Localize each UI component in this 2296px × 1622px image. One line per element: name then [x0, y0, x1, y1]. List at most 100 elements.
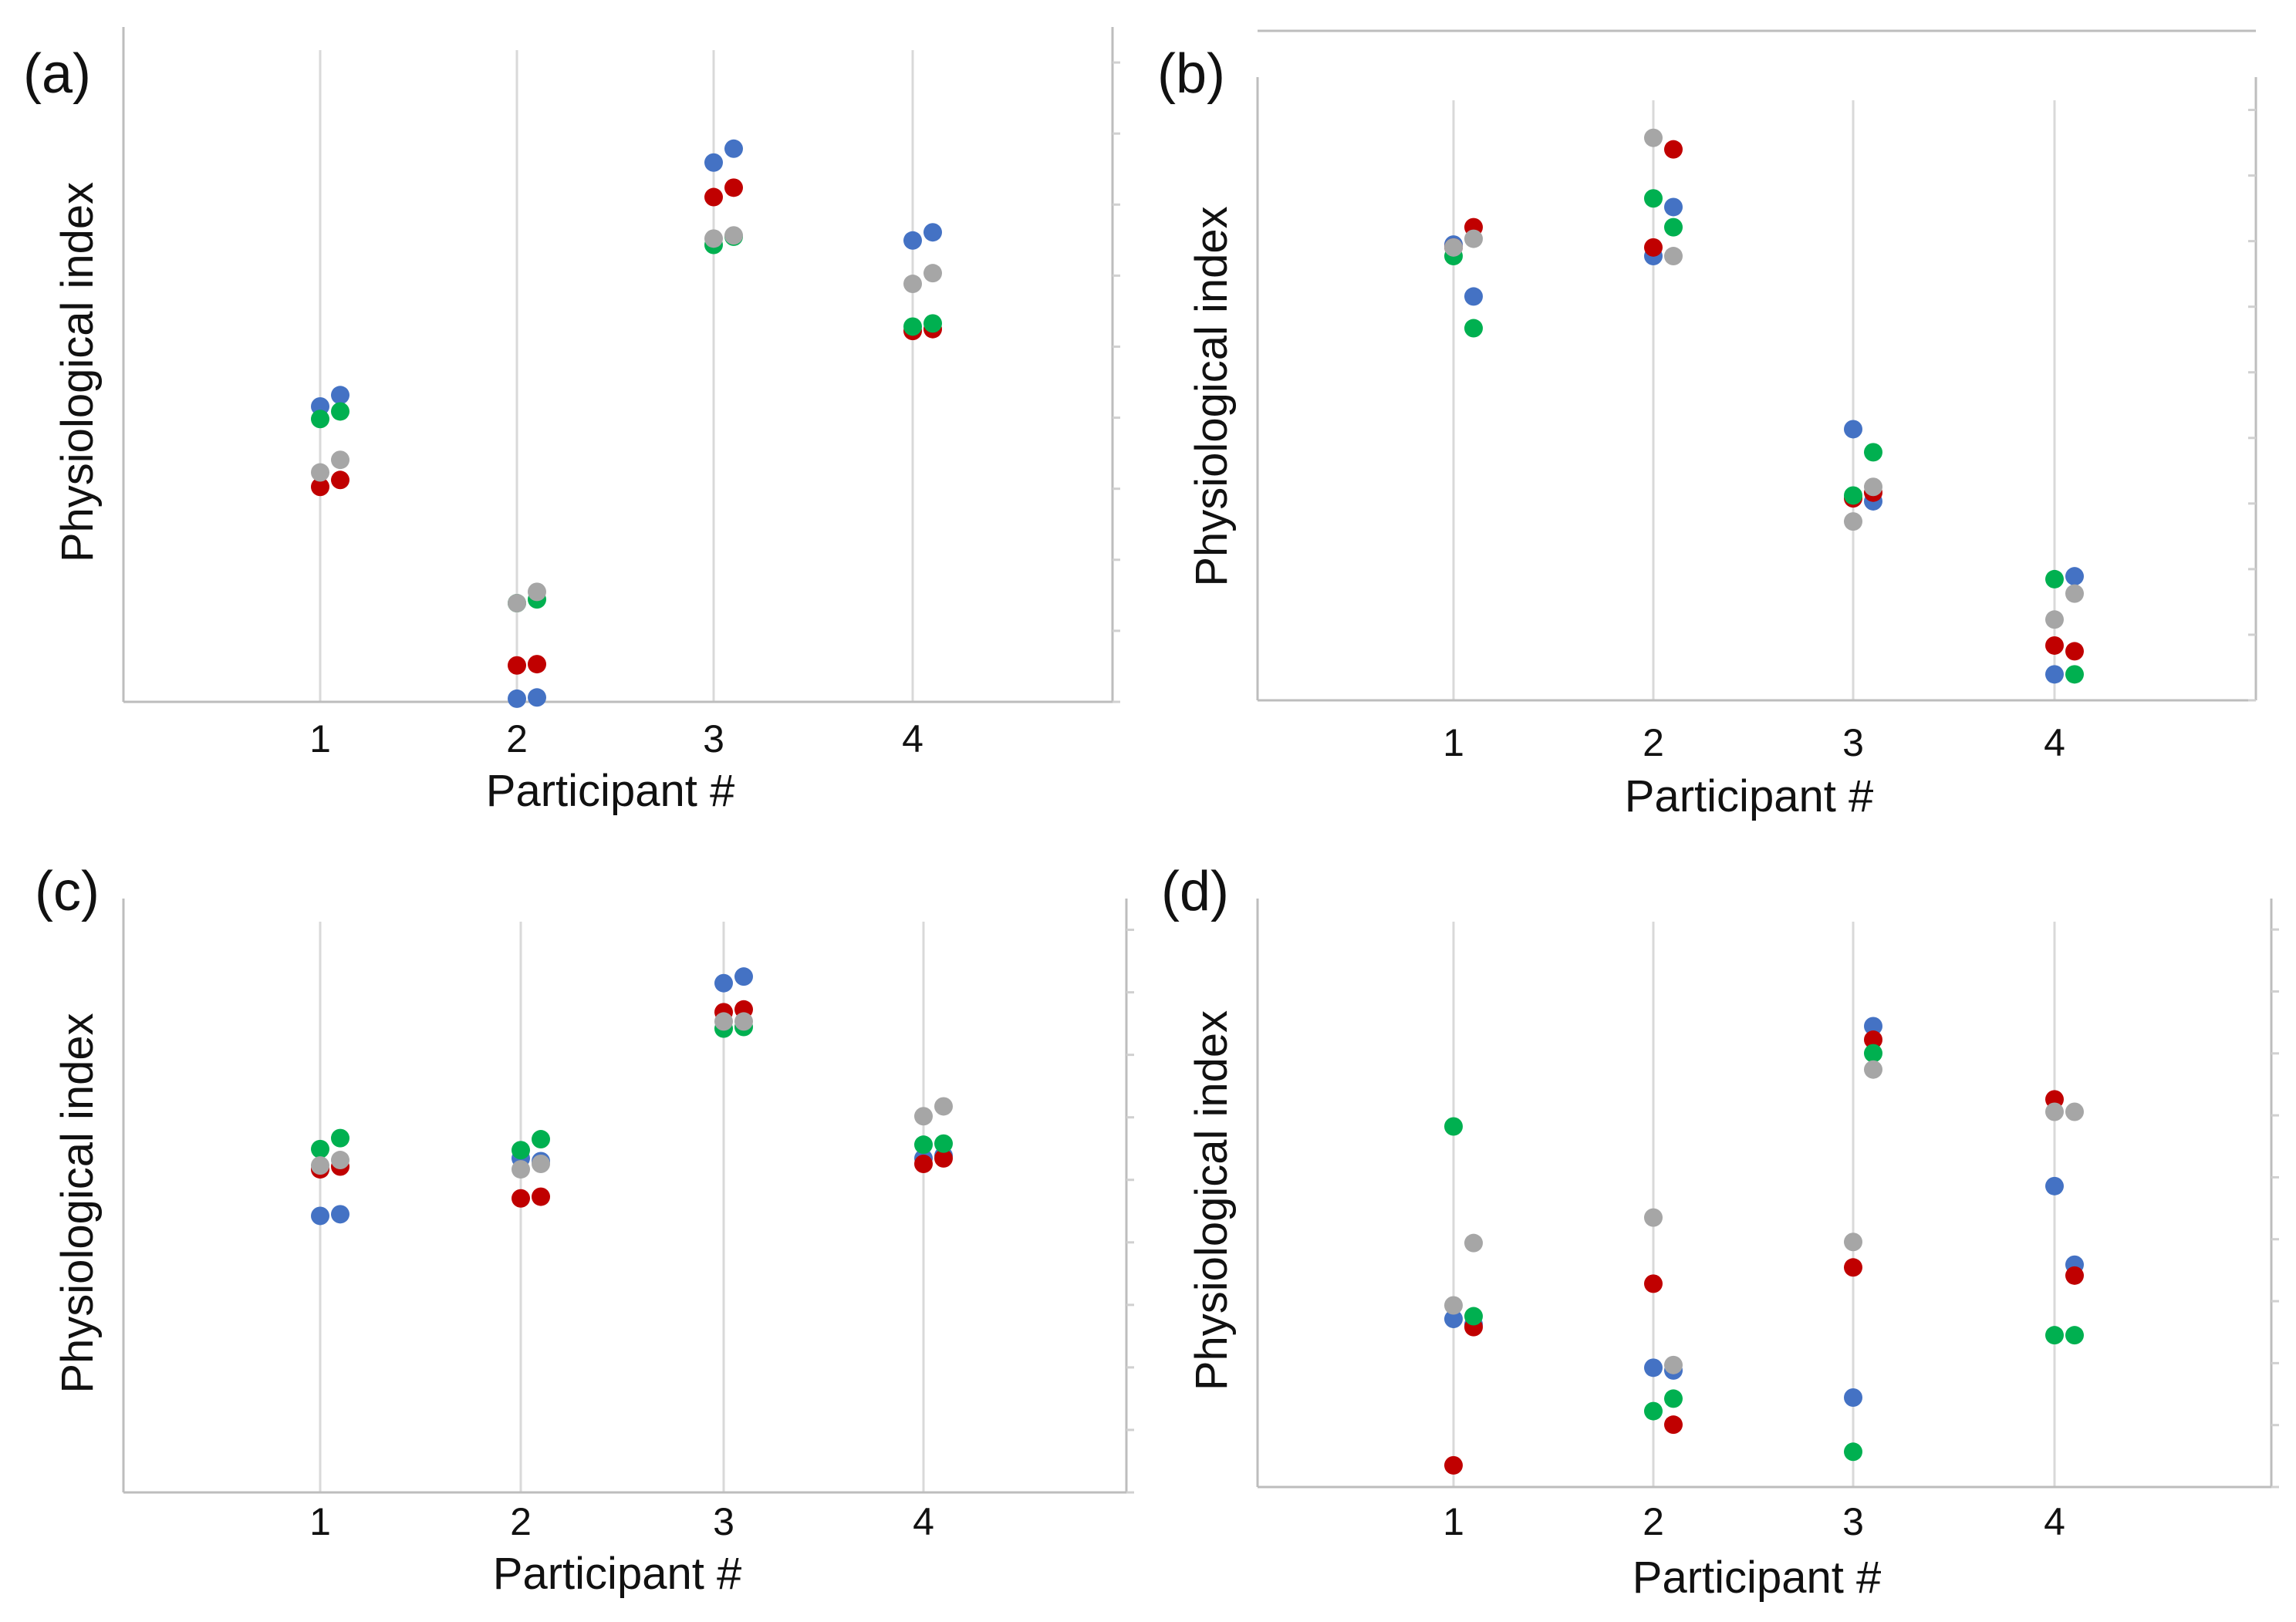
- panel-label: (a): [23, 43, 91, 105]
- data-point-blue: [1444, 1310, 1463, 1329]
- data-point-green: [512, 1141, 530, 1160]
- data-point-green: [2045, 1326, 2064, 1345]
- data-point-blue: [923, 223, 942, 242]
- data-point-green: [1644, 189, 1663, 208]
- x-tick-label: 1: [1443, 721, 1464, 764]
- data-point-red: [528, 655, 546, 674]
- panel-c: (c) 1 2 3 4 Participant # Physiological index: [35, 861, 1134, 1599]
- x-tick-label: 4: [902, 717, 923, 760]
- data-point-green: [1864, 1044, 1882, 1063]
- data-point-blue: [508, 689, 526, 708]
- data-point-red: [1664, 140, 1683, 159]
- x-tick-label: 3: [703, 717, 724, 760]
- series-red: [311, 1000, 953, 1208]
- data-point-gray: [734, 1012, 753, 1031]
- series-blue: [311, 967, 953, 1226]
- data-point-blue: [331, 1205, 349, 1224]
- data-point-gray: [934, 1097, 953, 1116]
- data-point-blue: [2065, 567, 2084, 586]
- x-axis-title: Participant #: [1633, 1553, 1881, 1603]
- data-point-green: [1464, 319, 1483, 338]
- data-point-green: [1464, 1307, 1483, 1326]
- series-green: [1444, 1044, 2084, 1462]
- data-point-green: [331, 1128, 349, 1148]
- data-point-green: [311, 410, 329, 429]
- series-green: [311, 1017, 953, 1160]
- data-point-green: [2045, 569, 2064, 588]
- data-point-blue: [734, 967, 753, 986]
- data-point-gray: [311, 1156, 329, 1175]
- data-point-gray: [1464, 1233, 1483, 1253]
- data-point-gray: [512, 1160, 530, 1179]
- series-gray: [311, 1012, 953, 1179]
- data-point-green: [914, 1135, 933, 1155]
- data-point-green: [1664, 218, 1683, 237]
- data-point-green: [1644, 1401, 1663, 1421]
- panel-label: (d): [1161, 861, 1229, 922]
- y-axis-title: Physiological index: [52, 1013, 103, 1393]
- data-point-green: [2065, 1326, 2084, 1345]
- data-point-red: [311, 477, 329, 497]
- data-point-red: [1644, 1274, 1663, 1293]
- y-axis-title: Physiological index: [1187, 1010, 1237, 1391]
- data-point-red: [512, 1189, 530, 1208]
- data-point-blue: [704, 153, 723, 172]
- series-blue: [1444, 197, 2084, 684]
- panel-label: (b): [1157, 43, 1225, 105]
- data-point-red: [331, 470, 349, 490]
- x-tick-label: 1: [309, 717, 331, 760]
- data-point-gray: [1864, 477, 1882, 497]
- series-gray: [1444, 128, 2084, 629]
- data-point-gray: [1664, 247, 1683, 266]
- data-point-gray: [508, 594, 526, 613]
- data-point-red: [508, 656, 526, 675]
- data-point-gray: [1664, 1355, 1683, 1374]
- data-point-blue: [2045, 1176, 2064, 1195]
- data-point-gray: [532, 1155, 550, 1173]
- data-point-gray: [331, 1151, 349, 1170]
- panel-label: (c): [35, 861, 100, 922]
- panel-d: (d) 1 2 3 4 Participant # Physiological index: [1161, 861, 2279, 1603]
- data-point-gray: [923, 264, 942, 283]
- data-point-green: [1844, 1442, 1862, 1462]
- data-point-green: [1844, 486, 1862, 505]
- data-point-green: [1864, 443, 1882, 462]
- data-point-blue: [2045, 665, 2064, 684]
- x-axis-title: Participant #: [486, 766, 734, 816]
- data-point-red: [1664, 1415, 1683, 1435]
- series-blue: [311, 139, 942, 708]
- data-point-blue: [311, 1206, 329, 1226]
- data-point-gray: [311, 463, 329, 482]
- data-point-gray: [903, 275, 922, 294]
- data-point-green: [2065, 665, 2084, 684]
- x-tick-label: 4: [913, 1500, 934, 1543]
- x-tick-label: 4: [2044, 721, 2065, 764]
- x-tick-label: 3: [713, 1500, 734, 1543]
- data-point-red: [2065, 642, 2084, 661]
- y-axis-title: Physiological index: [52, 182, 103, 562]
- data-point-blue: [528, 688, 546, 707]
- data-point-green: [934, 1134, 953, 1153]
- data-point-gray: [1444, 1296, 1463, 1315]
- series-green: [1444, 189, 2084, 684]
- data-point-gray: [2045, 610, 2064, 629]
- x-axis-title: Participant #: [1625, 771, 1873, 821]
- x-tick-label: 1: [1443, 1500, 1464, 1543]
- panel-a: (a) 1 2 3 4 Participant # Physiological index: [23, 27, 1120, 816]
- data-point-gray: [331, 450, 349, 470]
- data-point-blue: [1644, 1358, 1663, 1378]
- x-tick-label: 4: [2044, 1500, 2065, 1543]
- data-point-gray: [1444, 238, 1463, 257]
- x-tick-label: 2: [510, 1500, 532, 1543]
- data-point-red: [934, 1148, 953, 1168]
- data-point-gray: [914, 1107, 933, 1126]
- data-point-green: [1444, 1117, 1463, 1136]
- data-point-gray: [2065, 584, 2084, 603]
- data-point-red: [532, 1187, 550, 1206]
- data-point-gray: [1864, 1060, 1882, 1079]
- data-point-red: [1844, 1258, 1862, 1277]
- series-gray: [1444, 1060, 2084, 1374]
- data-point-blue: [1844, 1388, 1862, 1408]
- data-point-gray: [1464, 229, 1483, 248]
